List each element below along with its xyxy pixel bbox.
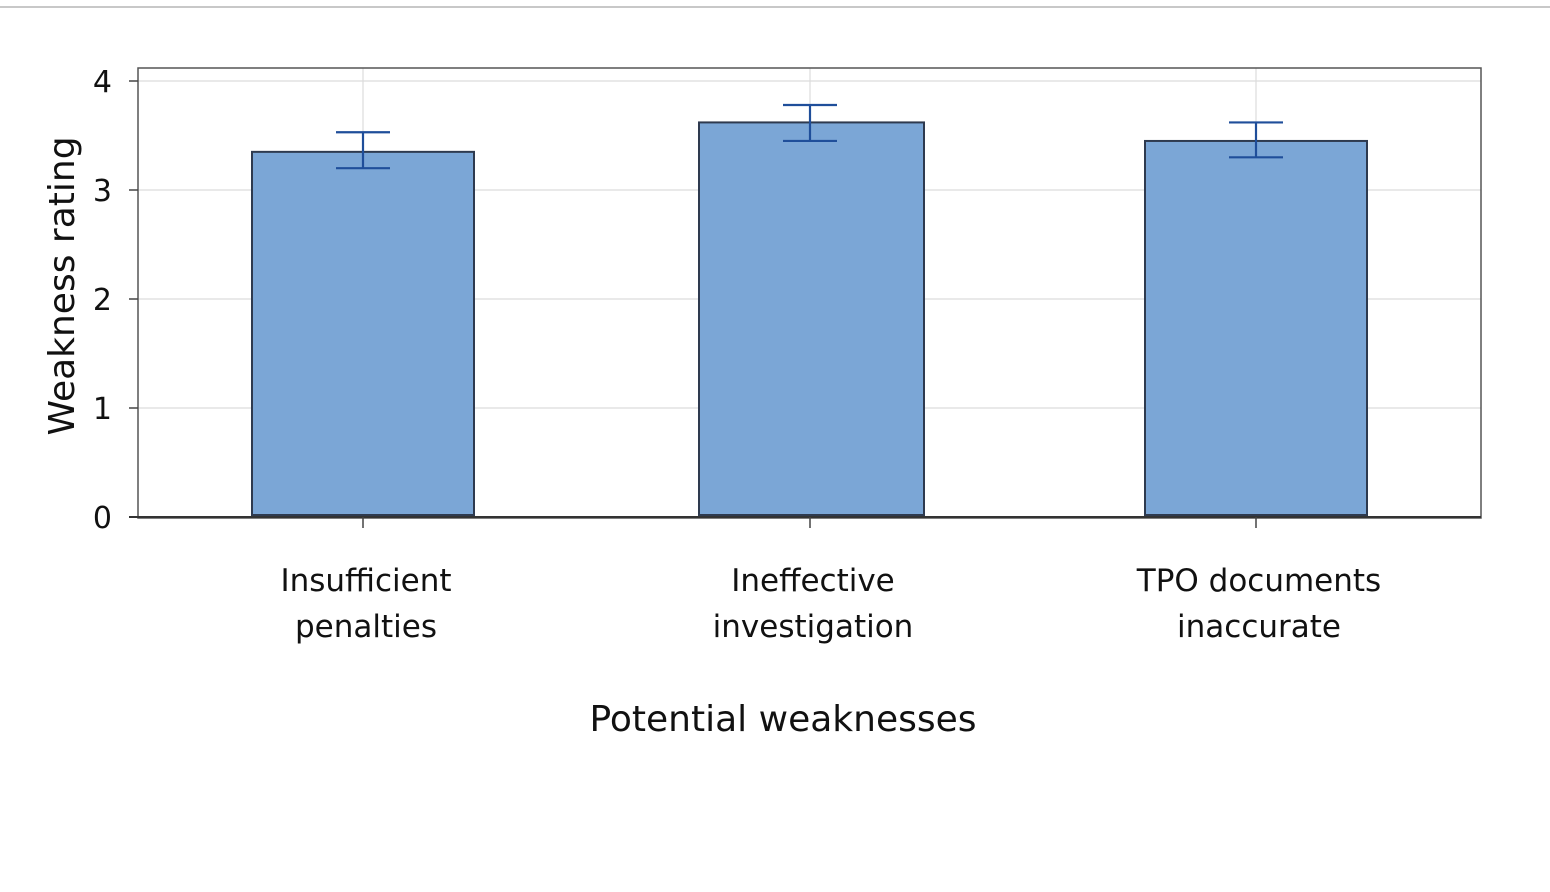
bar-2 [1144, 139, 1368, 516]
x-tick-label: Insufficient penalties [280, 563, 451, 645]
y-axis: 0 1 2 3 4 [93, 65, 138, 536]
error-bar-2 [1229, 121, 1283, 159]
error-bar-0 [336, 131, 390, 170]
x-tick-label: TPO documents inaccurate [1136, 563, 1381, 645]
x-axis-title: Potential weaknesses [589, 699, 976, 740]
bar-1 [698, 121, 925, 516]
x-tick-label: Ineffective investigation [713, 563, 914, 645]
y-tick-label: 4 [93, 65, 112, 100]
y-tick-label: 0 [93, 501, 112, 536]
bar-0 [251, 150, 475, 516]
y-axis-title: Weakness rating [42, 136, 83, 435]
error-bars [336, 103, 1283, 170]
bars [251, 121, 1368, 516]
error-bar-1 [783, 103, 837, 143]
y-tick-label: 3 [93, 174, 112, 209]
y-tick-label: 2 [93, 283, 112, 318]
top-divider [0, 6, 1550, 8]
x-axis: Insufficient penalties Ineffective investig… [129, 516, 1481, 645]
y-tick-label: 1 [93, 392, 112, 427]
